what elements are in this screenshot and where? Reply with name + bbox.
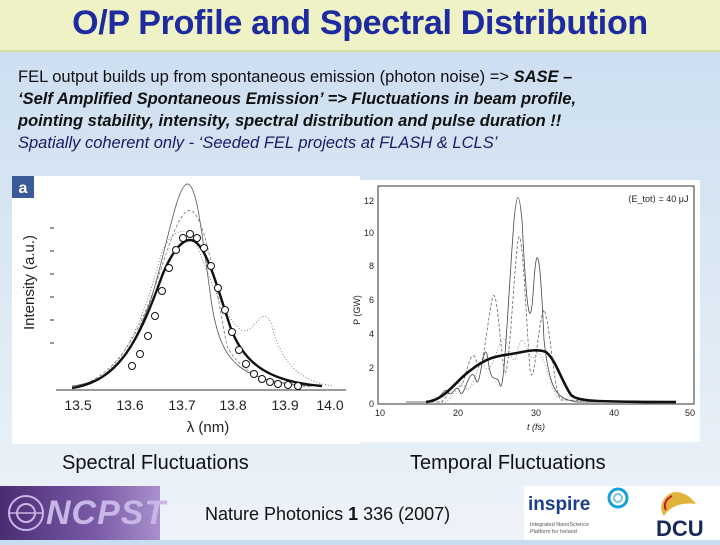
temporal-average-curve bbox=[425, 349, 677, 404]
inspire-subtitle-2: Platform for Ireland bbox=[530, 529, 577, 535]
spectral-xlabel: λ (nm) bbox=[187, 419, 230, 436]
ytick-10: 10 bbox=[364, 228, 374, 238]
xtick-50: 50 bbox=[685, 408, 695, 418]
xtick-20: 20 bbox=[453, 408, 463, 418]
slide-title: O/P Profile and Spectral Distribution bbox=[72, 4, 648, 42]
inspire-logo-text: inspire bbox=[528, 494, 590, 515]
spectral-markers bbox=[128, 230, 302, 390]
xtick-13-7: 13.7 bbox=[168, 397, 195, 413]
spectral-y-ticks bbox=[50, 227, 54, 344]
panel-label: a bbox=[19, 180, 28, 197]
temporal-axes-frame bbox=[377, 185, 695, 405]
inspire-subtitle-1: Integrated NanoScience bbox=[530, 522, 589, 528]
xtick-10: 10 bbox=[375, 408, 385, 418]
temporal-shot-2 bbox=[406, 236, 677, 403]
spectral-curve-2 bbox=[71, 210, 313, 389]
ytick-8: 8 bbox=[369, 261, 374, 271]
ncpst-emblem-icon bbox=[8, 495, 44, 531]
temporal-shot-1 bbox=[406, 197, 676, 403]
temporal-ylabel: P (GW) bbox=[352, 295, 362, 325]
panel-label-box bbox=[12, 176, 34, 198]
temporal-plot: P (GW) 0 2 4 6 8 10 12 10 20 30 40 50 t … bbox=[352, 185, 695, 432]
body-text: FEL output builds up from spontaneous em… bbox=[18, 66, 708, 154]
spectral-figure: a Intensity (a.u.) 13.5 13.6 13.7 13.8 1… bbox=[12, 176, 360, 444]
partner-logos: inspire Integrated NanoScience Platform … bbox=[524, 486, 720, 541]
body-line-1-sase: SASE – bbox=[513, 68, 573, 86]
reference-volume: 1 bbox=[348, 504, 359, 524]
temporal-shot-3 bbox=[406, 338, 677, 403]
temporal-figure: P (GW) 0 2 4 6 8 10 12 10 20 30 40 50 t … bbox=[346, 180, 700, 442]
reference-pre: Nature Photonics bbox=[205, 504, 349, 524]
reference: Nature Photonics 1 336 (2007) bbox=[205, 504, 450, 525]
spectral-average-curve bbox=[71, 238, 323, 390]
xtick-13-8: 13.8 bbox=[219, 397, 246, 413]
xtick-13-9: 13.9 bbox=[271, 397, 298, 413]
partner-logos-graphic: inspire Integrated NanoScience Platform … bbox=[528, 487, 704, 541]
xtick-13-5: 13.5 bbox=[64, 397, 91, 413]
ncpst-logo: NCPST bbox=[0, 486, 165, 540]
xtick-40: 40 bbox=[609, 408, 619, 418]
temporal-xlabel: t (fs) bbox=[527, 422, 545, 432]
body-line-1-text: FEL output builds up from spontaneous em… bbox=[18, 68, 514, 86]
inspire-swirl-icon bbox=[607, 487, 629, 509]
body-line-3: pointing stability, intensity, spectral … bbox=[18, 112, 562, 130]
title-bar bbox=[0, 0, 720, 52]
reference-post: 336 (2007) bbox=[358, 504, 451, 524]
body-line-1: FEL output builds up from spontaneous em… bbox=[18, 66, 708, 88]
xtick-13-6: 13.6 bbox=[116, 397, 143, 413]
caption-temporal: Temporal Fluctuations bbox=[410, 452, 606, 474]
spectral-curve-3 bbox=[71, 230, 333, 388]
dcu-swoosh-icon bbox=[661, 492, 696, 516]
ncpst-logo-text: NCPST bbox=[46, 494, 167, 532]
caption-spectral: Spectral Fluctuations bbox=[62, 452, 249, 474]
xtick-14-0: 14.0 bbox=[316, 397, 343, 413]
ytick-12: 12 bbox=[364, 196, 374, 206]
ytick-6: 6 bbox=[369, 295, 374, 305]
spectral-plot: a Intensity (a.u.) 13.5 13.6 13.7 13.8 1… bbox=[12, 176, 352, 436]
dcu-logo-text: DCU bbox=[656, 516, 704, 540]
ytick-0: 0 bbox=[369, 399, 374, 409]
spectral-curve-1 bbox=[71, 183, 313, 387]
temporal-legend: ⟨E_tot⟩ = 40 μJ bbox=[628, 194, 689, 204]
ytick-4: 4 bbox=[369, 329, 374, 339]
xtick-30: 30 bbox=[531, 408, 541, 418]
ytick-2: 2 bbox=[369, 363, 374, 373]
body-line-2: ‘Self Amplified Spontaneous Emission’ =>… bbox=[18, 90, 577, 108]
body-line-4: Spatially coherent only - ‘Seeded FEL pr… bbox=[18, 134, 498, 152]
spectral-ylabel: Intensity (a.u.) bbox=[21, 235, 38, 330]
